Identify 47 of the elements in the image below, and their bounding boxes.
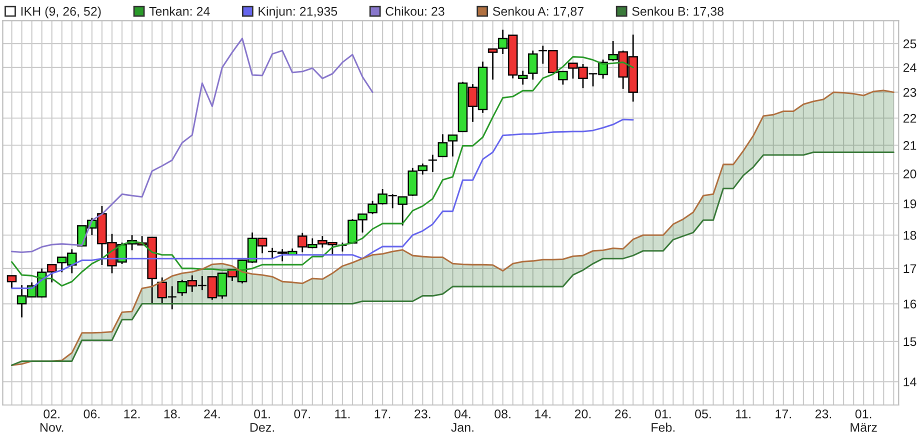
candlestick — [428, 154, 438, 173]
y-tick-label: 25 — [903, 39, 916, 48]
y-tick-label: 20 — [903, 169, 916, 178]
y-tick-label: 24 — [903, 63, 916, 72]
x-tick-label: 08. — [494, 409, 510, 418]
legend-label: Senkou B: 17,38 — [632, 6, 724, 18]
legend-title: IKH (9, 26, 52) — [21, 6, 101, 18]
x-tick-label: 17. — [374, 410, 390, 418]
x-tick-label: 11. — [335, 410, 350, 418]
x-tick-label: 11. — [736, 410, 750, 418]
candlestick — [448, 134, 458, 158]
x-tick-label: 17. — [776, 410, 791, 418]
x-tick-label: 18. — [164, 409, 180, 418]
y-tick-label: 23 — [903, 88, 916, 97]
legend-label: Senkou A: 17,87 — [492, 6, 584, 18]
x-tick-label: 01. Feb. — [652, 409, 675, 432]
x-tick-label: 01. Dez. — [250, 409, 274, 432]
x-tick-label: 01. März — [850, 409, 877, 432]
y-tick-label: 19 — [904, 199, 916, 208]
x-tick-label: 23. — [414, 409, 430, 418]
x-tick-label: 23. — [815, 409, 832, 418]
x-tick-label: 12. — [124, 409, 140, 418]
y-tick-label: 18 — [904, 230, 916, 240]
y-tick-label: 17 — [904, 264, 916, 273]
y-tick-label: 16 — [904, 300, 916, 308]
y-tick-label: 15 — [904, 337, 916, 346]
x-tick-label: 05. — [695, 409, 711, 418]
y-tick-label: 14 — [904, 378, 916, 386]
line-series — [11, 151, 894, 366]
candlestick — [398, 196, 408, 226]
line-series — [11, 38, 374, 253]
legend-label: Tenkan: 24 — [149, 6, 210, 16]
y-tick-label: 22 — [903, 114, 916, 123]
x-tick-label: 07. — [294, 409, 310, 418]
x-tick-label: 26. — [615, 409, 631, 418]
x-tick-label: 06. — [84, 409, 100, 418]
legend-label: Chikou: 23 — [386, 6, 444, 16]
x-tick-label: 04. Jan. — [451, 409, 474, 432]
x-tick-label: 02. Nov. — [40, 409, 64, 432]
candlestick — [6, 274, 17, 290]
x-tick-label: 14. — [535, 410, 550, 418]
x-tick-label: 24. — [204, 409, 220, 418]
x-tick-label: 20. — [574, 409, 591, 418]
candlestick — [438, 134, 448, 158]
y-tick-label: 21 — [903, 141, 916, 150]
legend-label: Kinjun: 21,935 — [258, 6, 338, 18]
candlestick — [528, 50, 538, 80]
